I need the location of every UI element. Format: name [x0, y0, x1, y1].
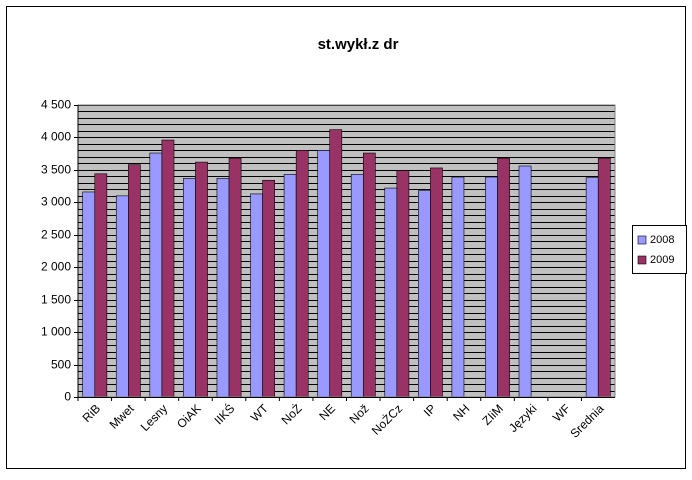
- bar: [283, 174, 297, 398]
- bar: [418, 190, 431, 398]
- y-tick-label: 2 500: [41, 228, 71, 242]
- bar: [497, 157, 510, 398]
- bar: [82, 191, 96, 398]
- bar: [362, 152, 376, 398]
- bar: [262, 179, 275, 398]
- bar: [329, 129, 343, 398]
- legend-swatch: [637, 235, 647, 245]
- bar: [149, 152, 163, 398]
- bar: [317, 150, 331, 398]
- y-tick-label: 3 500: [41, 163, 71, 177]
- bar: [216, 178, 230, 398]
- y-tick-label: 4 000: [41, 130, 71, 144]
- chart-title: st.wykł.z dr: [318, 36, 399, 53]
- y-tick-label: 4 500: [41, 98, 71, 112]
- bar: [451, 176, 465, 398]
- bar: [384, 187, 398, 398]
- bar: [585, 177, 599, 398]
- y-tick-label: 0: [64, 390, 71, 404]
- y-tick-label: 1 500: [41, 293, 71, 307]
- bar: [161, 139, 175, 398]
- bar: [228, 157, 242, 398]
- legend-label: 2009: [650, 254, 674, 266]
- bar: [94, 173, 108, 398]
- bar: [485, 176, 498, 398]
- bar: [195, 161, 208, 398]
- bar: [518, 165, 532, 398]
- y-tick-label: 3 000: [41, 195, 71, 209]
- y-tick-label: 500: [51, 358, 71, 372]
- bar: [350, 174, 364, 398]
- bar: [128, 164, 141, 398]
- y-tick-label: 2 000: [41, 260, 71, 274]
- legend-box: [632, 225, 687, 274]
- bar: [430, 167, 443, 398]
- legend-label: 2008: [650, 234, 674, 246]
- bar: [295, 150, 309, 398]
- legend-swatch: [637, 255, 647, 265]
- bar: [183, 178, 196, 398]
- bar: [597, 157, 611, 398]
- y-tick-label: 1 000: [41, 325, 71, 339]
- bar: [250, 193, 263, 398]
- bar: [396, 170, 410, 398]
- bar: [115, 195, 129, 398]
